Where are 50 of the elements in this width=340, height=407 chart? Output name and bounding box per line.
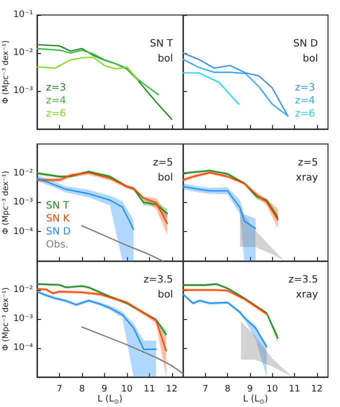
text: z=3: [46, 82, 66, 94]
y-tick-label: 10⁻³: [13, 314, 34, 324]
annotation: bol: [302, 54, 318, 64]
x-tick-label: 9: [247, 384, 254, 394]
annotation: z=5: [153, 158, 174, 168]
x-tick-label: 11: [144, 384, 156, 394]
line-series: [81, 225, 164, 262]
text: z=4: [46, 96, 66, 106]
x-tick-label: 8: [79, 384, 86, 394]
series-label: z=3: [295, 82, 315, 94]
y-axis-title: Φ (Mpc⁻³ dex⁻¹): [0, 287, 10, 351]
text: SN D: [46, 226, 72, 238]
text: SN K: [46, 214, 70, 224]
y-tick-label: 10⁻³: [13, 86, 34, 96]
x-tick-label: 8: [224, 384, 231, 394]
annotation: bol: [158, 290, 174, 300]
series-label: z=4: [295, 96, 315, 106]
y-tick-label: 10⁻⁴: [13, 343, 34, 353]
text: z=6: [46, 108, 66, 120]
y-axis-title: Φ (Mpc⁻³ dex⁻¹): [0, 40, 10, 104]
annotation: bol: [158, 172, 174, 184]
x-tick-label: 10: [121, 384, 133, 394]
y-tick-label: 10⁻³: [13, 198, 34, 208]
y-tick-label: 10⁻⁴: [13, 226, 34, 237]
line-series: [36, 48, 159, 96]
annotation: bol: [158, 54, 174, 64]
y-tick-label: 10⁻²: [13, 48, 34, 58]
y-tick-label: 10⁻¹: [13, 10, 34, 20]
y-tick-label: 10⁻²: [13, 168, 34, 178]
y-tick-label: 10⁻²: [13, 285, 34, 295]
series-label: Obs.: [46, 240, 69, 250]
x-tick-label: 10: [266, 384, 278, 394]
line-series: [36, 56, 139, 82]
annotation: SN D: [293, 38, 318, 50]
x-tick-label: 12: [311, 384, 323, 394]
x-tick-label: 11: [288, 384, 300, 394]
text: SN T: [46, 200, 70, 212]
x-tick-label: 7: [56, 384, 62, 394]
x-tick-label: 7: [202, 384, 208, 394]
x-tick-label: 9: [102, 384, 108, 394]
annotation: xray: [296, 172, 318, 184]
line-series: [81, 326, 184, 374]
text: z=6: [295, 108, 315, 120]
annotation: z=5: [298, 158, 318, 168]
annotation: z=3.5: [288, 274, 318, 286]
annotation: xray: [296, 290, 318, 300]
x-tick-label: 12: [166, 384, 178, 394]
annotation: SN T: [150, 38, 174, 50]
annotation: z=3.5: [143, 274, 173, 286]
y-axis-title: Φ (Mpc⁻³ dex⁻¹): [0, 170, 10, 234]
